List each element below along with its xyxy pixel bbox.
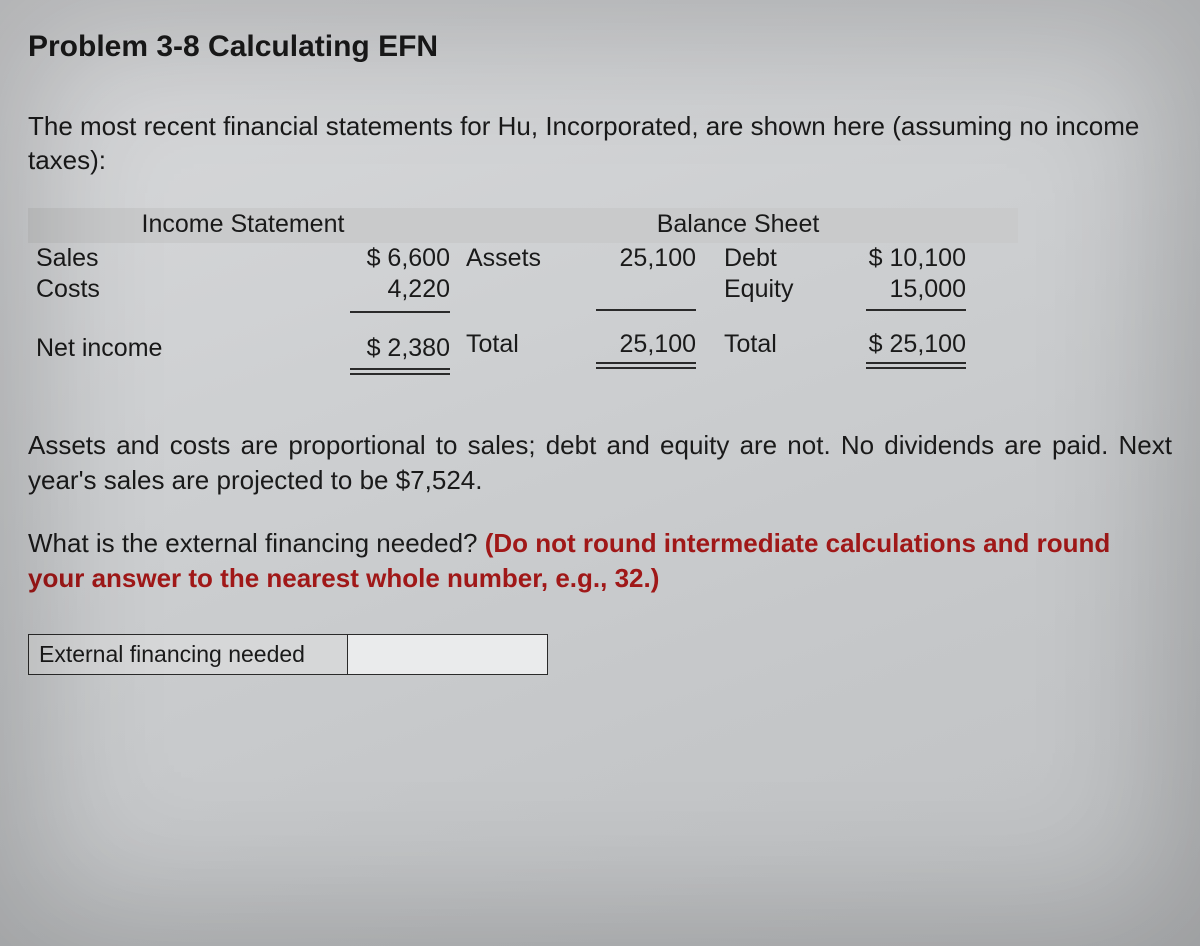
- total-left-label: Total: [466, 330, 566, 359]
- double-rule-line: [866, 362, 966, 369]
- efn-input[interactable]: [348, 634, 548, 675]
- rule-row: [458, 305, 1018, 315]
- rule-line: [866, 309, 966, 311]
- sales-value: $ 6,600: [340, 244, 450, 273]
- income-statement-header: Income Statement: [28, 208, 458, 243]
- table-row: Equity 15,000: [458, 274, 1018, 305]
- equity-value: 15,000: [826, 275, 966, 304]
- costs-label: Costs: [36, 275, 100, 304]
- equity-label: Equity: [706, 275, 816, 304]
- rule-line: [350, 311, 450, 313]
- answer-row: External financing needed: [28, 634, 1172, 675]
- total-right-label: Total: [706, 330, 816, 359]
- assumptions-text: Assets and costs are proportional to sal…: [28, 428, 1172, 498]
- double-rule-line: [350, 368, 450, 374]
- financial-tables: Income Statement Sales $ 6,600 Costs 4,2…: [28, 208, 1028, 374]
- total-right-value: $ 25,100: [826, 330, 966, 359]
- assets-label: Assets: [466, 244, 566, 273]
- balance-sheet-header: Balance Sheet: [458, 208, 1018, 243]
- spacer: [458, 315, 1018, 329]
- question-text: What is the external financing needed? (…: [28, 526, 1172, 596]
- spacer: [28, 319, 458, 333]
- table-row: Sales $ 6,600: [28, 243, 458, 274]
- double-rule-row: [458, 360, 1018, 369]
- total-left-value: 25,100: [576, 330, 696, 359]
- intro-text: The most recent financial statements for…: [28, 110, 1172, 178]
- sales-label: Sales: [36, 244, 99, 273]
- question-plain: What is the external financing needed?: [28, 528, 485, 558]
- answer-label: External financing needed: [28, 634, 348, 675]
- rule-line: [596, 309, 696, 311]
- net-income-label: Net income: [36, 334, 162, 363]
- income-statement-table: Income Statement Sales $ 6,600 Costs 4,2…: [28, 208, 458, 374]
- problem-page: Problem 3-8 Calculating EFN The most rec…: [0, 0, 1200, 675]
- table-row: Costs 4,220: [28, 274, 458, 305]
- debt-value: $ 10,100: [826, 244, 966, 273]
- net-income-value: $ 2,380: [340, 334, 450, 363]
- double-rule-line: [596, 362, 696, 369]
- table-row: Assets 25,100 Debt $ 10,100: [458, 243, 1018, 274]
- table-row: Net income $ 2,380: [28, 333, 458, 364]
- balance-sheet-table: Balance Sheet Assets 25,100 Debt $ 10,10…: [458, 208, 1018, 374]
- assets-value: 25,100: [576, 244, 696, 273]
- debt-label: Debt: [706, 244, 816, 273]
- costs-value: 4,220: [340, 275, 450, 304]
- problem-title: Problem 3-8 Calculating EFN: [28, 30, 1172, 64]
- table-row: Total 25,100 Total $ 25,100: [458, 329, 1018, 360]
